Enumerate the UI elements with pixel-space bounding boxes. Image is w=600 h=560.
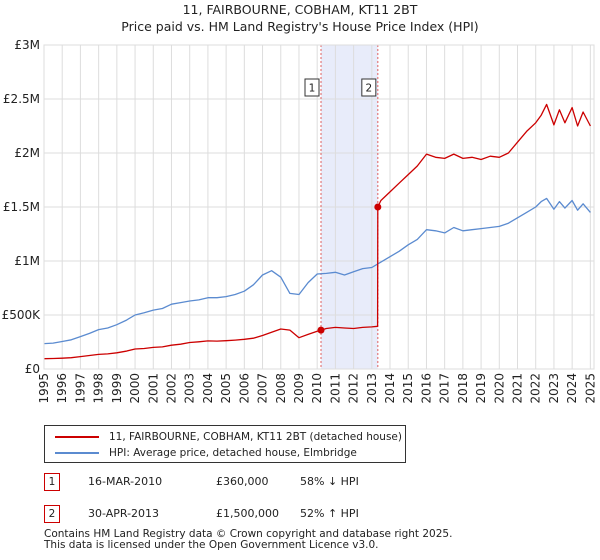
x-tick-label: 1995 bbox=[37, 373, 51, 404]
x-tick-label: 2012 bbox=[347, 373, 361, 404]
legend-label-hpi: HPI: Average price, detached house, Elmb… bbox=[109, 447, 357, 459]
y-tick-label: £500K bbox=[2, 308, 42, 322]
chart-subtitle: Price paid vs. HM Land Registry's House … bbox=[121, 19, 478, 34]
transaction-price: £1,500,000 bbox=[216, 507, 279, 520]
x-tick-label: 2013 bbox=[365, 373, 379, 404]
transaction-badge: 2 bbox=[44, 505, 60, 523]
x-tick-label: 2010 bbox=[310, 373, 324, 404]
x-tick-label: 1997 bbox=[73, 373, 87, 404]
x-tick-label: 2000 bbox=[128, 373, 142, 404]
legend-item-property: 11, FAIRBOURNE, COBHAM, KT11 2BT (detach… bbox=[55, 429, 402, 445]
y-tick-label: £1M bbox=[14, 254, 40, 268]
sale-point bbox=[317, 326, 325, 334]
transaction-date: 30-APR-2013 bbox=[88, 507, 160, 520]
x-tick-label: 2001 bbox=[146, 373, 160, 404]
x-tick-label: 2004 bbox=[201, 373, 215, 404]
sale-label-number: 2 bbox=[365, 83, 372, 95]
x-tick-label: 2017 bbox=[438, 373, 452, 404]
footer: Contains HM Land Registry data © Crown c… bbox=[44, 529, 452, 551]
legend-item-hpi: HPI: Average price, detached house, Elmb… bbox=[55, 445, 357, 461]
transaction-date: 16-MAR-2010 bbox=[88, 475, 163, 488]
x-tick-label: 2015 bbox=[401, 373, 415, 404]
plot-area: £0 £500K £1M £1.5M £2M £2.5M £3M 1995 1996 1997 19… bbox=[2, 38, 598, 404]
sale-point bbox=[374, 203, 382, 211]
transaction-row: 2 30-APR-2013 £1,500,000 52% ↑ HPI bbox=[44, 505, 464, 525]
x-tick-label: 2002 bbox=[164, 373, 178, 404]
y-tick-label: £3M bbox=[14, 38, 40, 52]
price-chart: 11, FAIRBOURNE, COBHAM, KT11 2BT Price p… bbox=[2, 2, 598, 404]
chart-title: 11, FAIRBOURNE, COBHAM, KT11 2BT bbox=[183, 2, 418, 17]
y-tick-label: £2M bbox=[14, 146, 40, 160]
y-tick-label: £2.5M bbox=[3, 92, 40, 106]
sale-label-box: 2 bbox=[361, 78, 377, 97]
transaction-price: £360,000 bbox=[216, 475, 269, 488]
x-tick-label: 2016 bbox=[419, 373, 433, 404]
y-tick-label: £0 bbox=[25, 362, 40, 376]
x-tick-label: 2020 bbox=[492, 373, 506, 404]
x-tick-label: 1996 bbox=[55, 373, 69, 404]
legend-swatch-hpi bbox=[55, 452, 99, 454]
x-tick-label: 2018 bbox=[456, 373, 470, 404]
sale-label-frame bbox=[361, 78, 377, 97]
x-tick-label: 2021 bbox=[511, 373, 525, 404]
sale-label-frame bbox=[304, 78, 320, 97]
legend-swatch-property bbox=[55, 436, 99, 438]
sale-label-box: 1 bbox=[304, 78, 320, 97]
x-tick-label: 2005 bbox=[219, 373, 233, 404]
transaction-row: 1 16-MAR-2010 £360,000 58% ↓ HPI bbox=[44, 473, 464, 493]
sale-label-number: 1 bbox=[309, 83, 316, 95]
transaction-hpi: 58% ↓ HPI bbox=[300, 475, 359, 488]
footer-line-1: Contains HM Land Registry data © Crown c… bbox=[44, 528, 453, 540]
x-tick-label: 2022 bbox=[529, 373, 543, 404]
transaction-hpi: 52% ↑ HPI bbox=[300, 507, 359, 520]
legend-label-property: 11, FAIRBOURNE, COBHAM, KT11 2BT (detach… bbox=[109, 431, 402, 443]
x-tick-label: 1999 bbox=[110, 373, 124, 404]
x-tick-label: 2007 bbox=[256, 373, 270, 404]
hpi-line bbox=[43, 197, 591, 345]
y-tick-label: £1.5M bbox=[3, 200, 40, 214]
footer-line-2: This data is licensed under the Open Gov… bbox=[44, 539, 379, 551]
x-tick-label: 2025 bbox=[583, 373, 597, 404]
legend: 11, FAIRBOURNE, COBHAM, KT11 2BT (detach… bbox=[44, 425, 406, 463]
x-tick-label: 2024 bbox=[565, 373, 579, 404]
x-tick-label: 2003 bbox=[183, 373, 197, 404]
x-tick-label: 2009 bbox=[292, 373, 306, 404]
plot-border bbox=[43, 44, 595, 370]
property-price-line bbox=[43, 103, 591, 360]
x-tick-label: 2006 bbox=[237, 373, 251, 404]
x-tick-label: 2023 bbox=[547, 373, 561, 404]
x-tick-label: 1998 bbox=[92, 373, 106, 404]
x-tick-label: 2011 bbox=[328, 373, 342, 404]
x-tick-label: 2014 bbox=[383, 373, 397, 404]
transaction-badge: 1 bbox=[44, 473, 60, 491]
x-tick-label: 2008 bbox=[274, 373, 288, 404]
x-tick-label: 2019 bbox=[474, 373, 488, 404]
